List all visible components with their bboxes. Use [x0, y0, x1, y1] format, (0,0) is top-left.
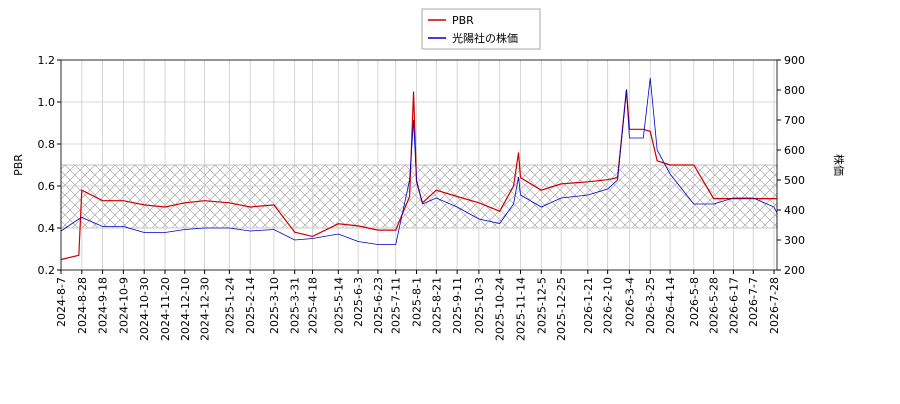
y2-tick-label: 400	[784, 204, 805, 217]
x-tick-label: 2024-11-20	[159, 277, 172, 341]
y2-tick-label: 300	[784, 234, 805, 247]
y2-tick-label: 700	[784, 114, 805, 127]
x-tick-label: 2026-7-28	[768, 277, 781, 334]
x-tick-label: 2026-1-21	[582, 277, 595, 334]
y-tick-label: 0.2	[38, 264, 56, 277]
x-tick-label: 2025-6-23	[372, 277, 385, 334]
x-tick-label: 2025-10-3	[473, 277, 486, 334]
x-tick-label: 2025-5-14	[332, 277, 345, 334]
x-tick-label: 2025-12-25	[555, 277, 568, 341]
x-tick-label: 2025-6-3	[352, 277, 365, 327]
x-tick-label: 2026-3-25	[644, 277, 657, 334]
x-tick-label: 2026-5-8	[688, 277, 701, 327]
x-tick-label: 2024-10-30	[138, 277, 151, 341]
x-tick-label: 2025-11-14	[515, 277, 528, 341]
x-tick-label: 2025-8-1	[411, 277, 424, 327]
shaded-range	[60, 164, 778, 229]
x-tick-label: 2025-2-14	[244, 277, 257, 334]
y2-tick-label: 200	[784, 264, 805, 277]
legend-label: PBR	[452, 14, 474, 27]
x-tick-label: 2026-5-28	[708, 277, 721, 334]
y-tick-label: 0.8	[38, 138, 56, 151]
y-tick-label: 0.4	[38, 222, 56, 235]
x-tick-label: 2024-8-7	[55, 277, 68, 327]
x-tick-label: 2025-7-11	[390, 277, 403, 334]
x-tick-label: 2024-10-9	[117, 277, 130, 334]
x-tick-label: 2025-12-5	[535, 277, 548, 334]
legend-box	[421, 8, 541, 50]
x-tick-label: 2025-8-21	[430, 277, 443, 334]
y2-tick-label: 900	[784, 54, 805, 67]
x-tick-label: 2024-9-18	[97, 277, 110, 334]
x-tick-label: 2026-7-7	[747, 277, 760, 327]
y2-tick-label: 500	[784, 174, 805, 187]
x-tick-label: 2025-4-18	[307, 277, 320, 334]
y2-axis-label: 株価	[832, 154, 846, 176]
y-tick-label: 1.0	[38, 96, 56, 109]
x-tick-label: 2026-4-14	[664, 277, 677, 334]
legend-label: 光陽社の株価	[452, 31, 518, 45]
plot-frame	[60, 59, 778, 271]
x-tick-label: 2025-10-24	[494, 277, 507, 341]
x-tick-label: 2025-3-31	[289, 277, 302, 334]
y-axis-label: PBR	[12, 154, 25, 176]
y-tick-label: 0.6	[38, 180, 56, 193]
x-tick-label: 2025-3-10	[268, 277, 281, 334]
x-tick-label: 2024-8-28	[76, 277, 89, 334]
series-line	[60, 89, 777, 261]
y2-tick-label: 600	[784, 144, 805, 157]
y2-tick-label: 800	[784, 84, 805, 97]
x-tick-label: 2024-12-30	[199, 277, 212, 341]
series-line	[60, 77, 778, 245]
x-tick-label: 2025-9-11	[451, 277, 464, 334]
x-tick-label: 2024-12-10	[179, 277, 192, 341]
x-tick-label: 2026-6-17	[727, 277, 740, 334]
y-tick-label: 1.2	[38, 54, 56, 67]
x-tick-label: 2026-2-10	[602, 277, 615, 334]
x-tick-label: 2026-3-4	[623, 277, 636, 327]
x-tick-label: 2025-1-24	[223, 277, 236, 334]
